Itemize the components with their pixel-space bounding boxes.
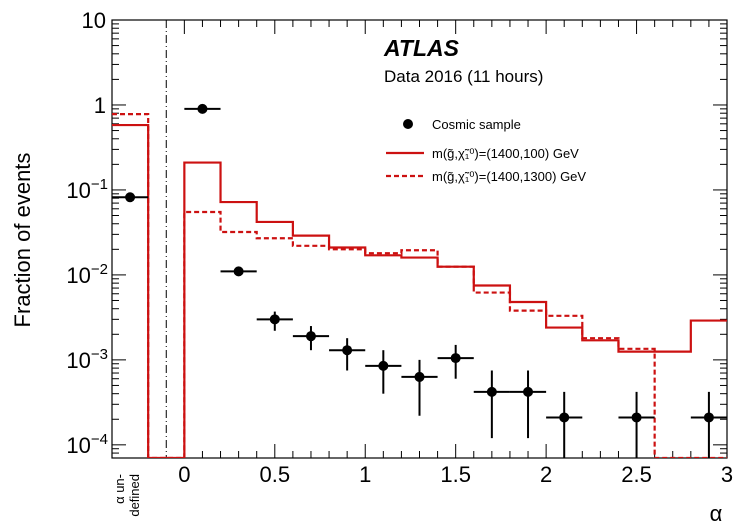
data-point [233, 266, 244, 277]
legend-marker [403, 119, 413, 129]
x-tick-label: 2 [540, 462, 552, 487]
subtitle: Data 2016 (11 hours) [384, 67, 543, 86]
data-point [125, 192, 136, 203]
data-point [414, 371, 425, 382]
data-point [703, 412, 714, 423]
y-tick-label: 10−1 [66, 176, 108, 203]
data-point [450, 353, 461, 364]
legend-label: m(g̃,χ̃₁⁰)=(1400,100) GeV [432, 146, 579, 161]
data-point [559, 412, 570, 423]
legend-label: Cosmic sample [432, 117, 521, 132]
data-point [523, 386, 534, 397]
y-tick-label: 1 [94, 93, 106, 118]
cosmic-sample-points [112, 103, 727, 458]
undefined-bin-label-line2: defined [127, 474, 142, 517]
data-point [631, 412, 642, 423]
histogram-series-solid [112, 123, 727, 458]
legend-label: m(g̃,χ̃₁⁰)=(1400,1300) GeV [432, 169, 586, 184]
x-tick-label: 2.5 [621, 462, 652, 487]
atlas-label: ATLAS [383, 35, 460, 61]
y-tick-label: 10 [82, 8, 106, 33]
y-tick-label: 10−2 [66, 261, 108, 288]
x-tick-label: 1.5 [440, 462, 471, 487]
x-tick-label: 0.5 [259, 462, 290, 487]
y-axis-title: Fraction of events [10, 153, 35, 328]
data-point [305, 331, 316, 342]
y-tick-label: 10−3 [66, 346, 108, 373]
data-point [342, 345, 353, 356]
data-point [197, 103, 208, 114]
x-tick-label: 1 [359, 462, 371, 487]
x-tick-label: 0 [178, 462, 190, 487]
data-point [269, 314, 280, 325]
data-point [378, 360, 389, 371]
histogram-series-dashed [112, 113, 727, 458]
y-tick-label: 10−4 [66, 431, 108, 458]
x-tick-label: 3 [721, 462, 733, 487]
x-axis-title: α [710, 501, 723, 525]
data-point [486, 386, 497, 397]
undefined-bin-label-line1: α un- [112, 474, 127, 504]
